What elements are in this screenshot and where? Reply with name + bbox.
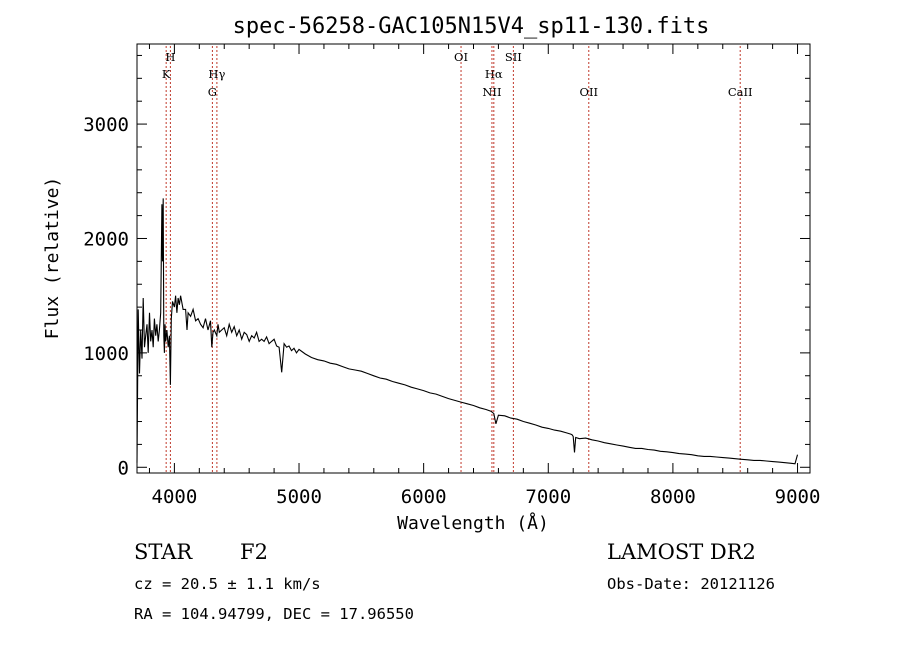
chart-title: spec-56258-GAC105N15V4_sp11-130.fits [233,14,710,39]
object-class: STAR [134,540,193,564]
x-tick-label: 9000 [775,486,821,508]
x-axis-ticks: 4000 5000 6000 7000 8000 9000 [148,44,821,508]
spectral-line-label: Hγ [208,67,225,81]
spectrum-line [136,198,799,465]
spectral-line-label: G [208,85,217,99]
spectral-line-label: K [162,67,171,81]
spectral-line-label: Hα [485,67,503,81]
spectral-line-label: H [165,50,175,64]
plot-frame [136,43,811,474]
x-tick-label: 7000 [525,486,571,508]
object-subclass: F2 [240,540,268,564]
spectral-line-label: CaII [728,85,753,99]
y-tick-label: 0 [118,457,129,479]
x-tick-label: 4000 [152,486,198,508]
redshift-text: cz = 20.5 ± 1.1 km/s [134,575,321,593]
x-tick-label: 8000 [650,486,696,508]
coordinates-text: RA = 104.94799, DEC = 17.96550 [134,605,414,623]
y-tick-label: 3000 [83,114,129,136]
x-tick-label: 5000 [276,486,322,508]
y-tick-label: 2000 [83,228,129,250]
y-axis-ticks: 0 1000 2000 3000 [83,54,810,479]
spectral-line-label: OI [454,50,468,64]
spectral-line-label: NII [482,85,501,99]
obs-date-text: Obs-Date: 20121126 [607,575,775,593]
survey-name: LAMOST DR2 [607,540,756,564]
spectral-line-label: SII [505,50,522,64]
x-tick-label: 6000 [401,486,447,508]
spectral-line-label: OII [580,85,599,99]
y-tick-label: 1000 [83,343,129,365]
x-axis-label: Wavelength (Å) [397,512,549,534]
y-axis-label: Flux (relative) [42,177,63,340]
